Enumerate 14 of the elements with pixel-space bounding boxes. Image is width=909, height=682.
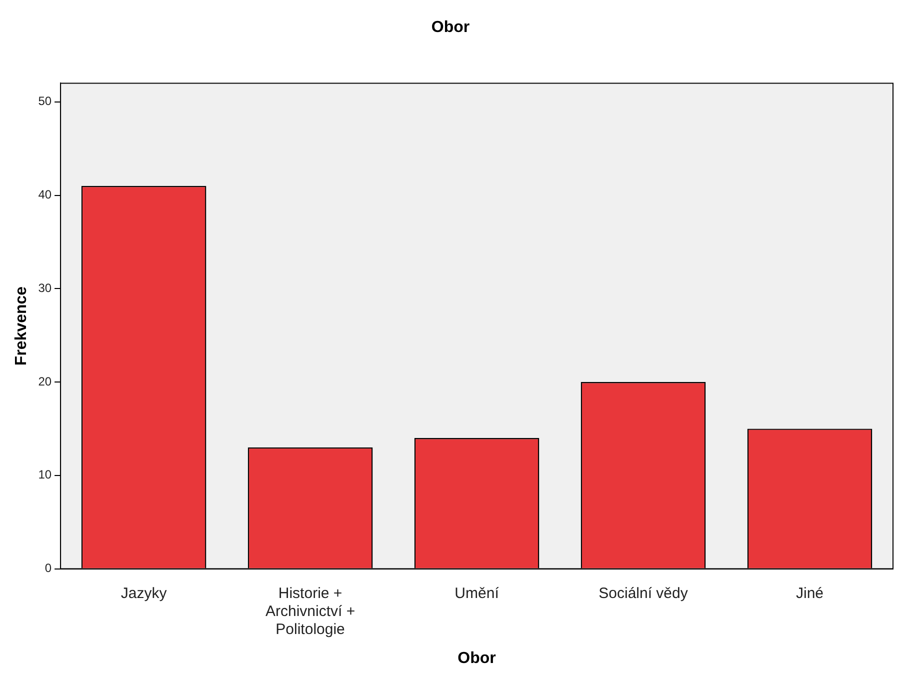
x-axis-title: Obor (458, 650, 496, 667)
x-tick-label: Jazyky (120, 584, 168, 602)
y-tick-label: 50 (38, 94, 52, 108)
x-tick-label: Umění (454, 584, 500, 602)
y-tick-label: 20 (38, 374, 52, 388)
x-tick-label: Historie + Archivnictví + Politologie (265, 584, 356, 638)
y-tick-label: 10 (38, 468, 52, 482)
y-tick-label: 40 (38, 188, 52, 202)
x-tick-label: Jiné (796, 584, 824, 602)
y-tick-label: 0 (44, 561, 52, 576)
x-tick-label: Sociální vědy (598, 584, 688, 602)
chart-title: Obor (431, 19, 470, 36)
y-tick-label: 30 (38, 280, 52, 295)
y-axis-title: Frekvence (13, 286, 30, 366)
